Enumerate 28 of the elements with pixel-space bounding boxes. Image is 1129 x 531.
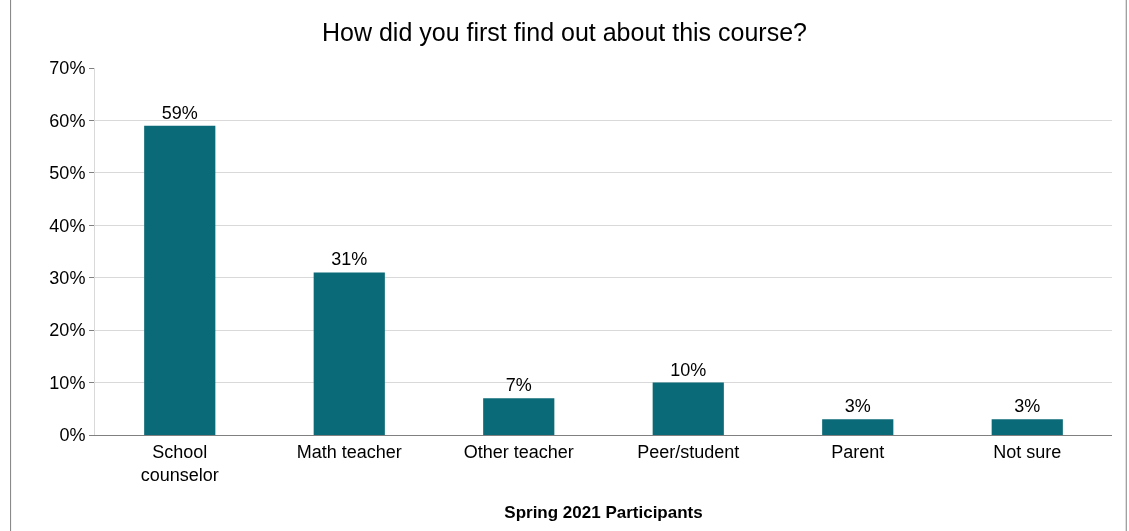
y-tick-label: 60% (49, 110, 86, 131)
bar (822, 419, 894, 435)
x-tick-label: Parent (831, 441, 885, 462)
data-label: 31% (331, 249, 368, 270)
y-tick-label: 20% (49, 320, 86, 341)
y-tick-label: 10% (49, 372, 86, 393)
y-tick-label: 40% (49, 215, 86, 236)
y-tick-label: 70% (49, 58, 86, 79)
bar (652, 382, 724, 435)
x-tick-label: Math teacher (296, 441, 402, 462)
bar (144, 125, 216, 435)
x-tick-label: Not sure (993, 441, 1062, 462)
y-tick-label: 30% (49, 268, 86, 289)
x-axis-title: Spring 2021 Participants (504, 503, 703, 523)
y-tick-label: 0% (59, 425, 86, 446)
data-label: 3% (1014, 396, 1041, 417)
y-tick-label: 50% (49, 163, 86, 184)
x-tick-label: Peer/student (637, 441, 740, 462)
x-tick-label: School counselor (140, 441, 219, 485)
data-label: 7% (505, 375, 532, 396)
data-label: 10% (670, 359, 707, 380)
x-tick-label: Other teacher (463, 441, 574, 462)
data-label: 59% (161, 102, 198, 123)
data-label: 3% (844, 396, 871, 417)
bar (313, 272, 385, 435)
chart-title: How did you first find out about this course? (322, 18, 807, 47)
bar (483, 398, 555, 435)
bar (991, 419, 1063, 435)
